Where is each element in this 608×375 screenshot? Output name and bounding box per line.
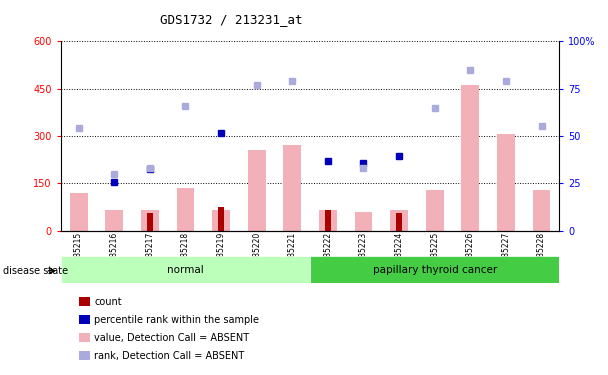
Bar bbox=[218, 207, 224, 231]
Bar bbox=[319, 210, 337, 231]
Bar bbox=[354, 211, 372, 231]
Bar bbox=[310, 256, 559, 283]
Bar bbox=[396, 213, 402, 231]
Text: GDS1732 / 213231_at: GDS1732 / 213231_at bbox=[160, 13, 302, 26]
Bar bbox=[70, 193, 88, 231]
Bar bbox=[247, 150, 266, 231]
Bar bbox=[497, 134, 515, 231]
Bar bbox=[105, 210, 123, 231]
Bar bbox=[212, 210, 230, 231]
Bar bbox=[461, 86, 479, 231]
Text: rank, Detection Call = ABSENT: rank, Detection Call = ABSENT bbox=[94, 351, 244, 361]
Text: normal: normal bbox=[167, 265, 204, 274]
Bar bbox=[176, 188, 195, 231]
Text: count: count bbox=[94, 297, 122, 307]
Text: value, Detection Call = ABSENT: value, Detection Call = ABSENT bbox=[94, 333, 249, 343]
Text: disease state: disease state bbox=[3, 266, 68, 276]
Bar bbox=[141, 210, 159, 231]
Text: papillary thyroid cancer: papillary thyroid cancer bbox=[373, 265, 497, 274]
Bar bbox=[390, 210, 408, 231]
Bar bbox=[533, 190, 550, 231]
Text: percentile rank within the sample: percentile rank within the sample bbox=[94, 315, 259, 325]
Bar bbox=[325, 210, 331, 231]
Bar bbox=[61, 256, 310, 283]
Bar bbox=[147, 213, 153, 231]
Bar bbox=[426, 190, 444, 231]
Bar bbox=[283, 146, 301, 231]
